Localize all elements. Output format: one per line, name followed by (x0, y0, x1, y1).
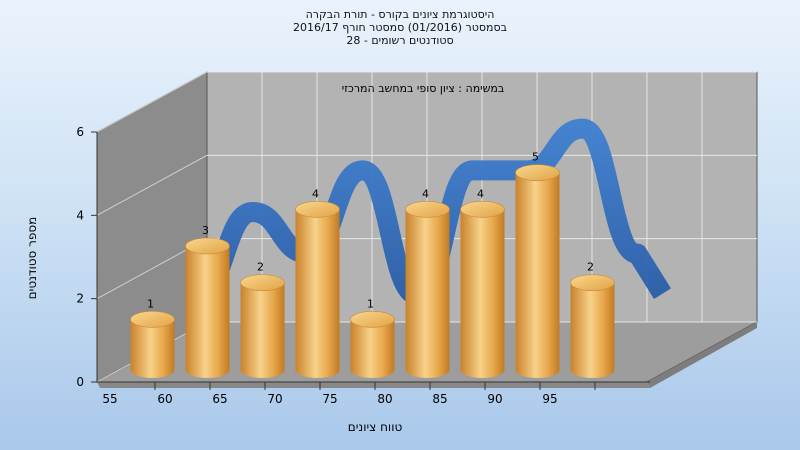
bar-top (515, 164, 560, 181)
bar (350, 311, 395, 378)
bar-value-label: 4 (312, 187, 319, 200)
chart-subtitle-registered: סטודנטים רשומים - 28 (346, 34, 454, 47)
bar-body (515, 172, 560, 378)
bar (515, 164, 560, 378)
x-tick-label: 80 (377, 392, 392, 406)
bar-top (295, 201, 340, 218)
floor-front-edge (97, 382, 650, 388)
chart-title-block: היסטוגרמת ציונים בקורס - תורת הבקרה בסמס… (200, 8, 600, 47)
bar-top (130, 311, 175, 328)
bar-body (405, 209, 450, 378)
bar (130, 311, 175, 378)
x-tick-label: 70 (267, 392, 282, 406)
bar-body (570, 282, 615, 378)
bar-value-label: 3 (202, 224, 209, 237)
y-tick-label: 2 (76, 292, 84, 306)
chart-subtitle-semester: בסמסטר (01/2016) סמסטר חורף 2016/17 (293, 21, 507, 34)
y-tick-label: 6 (76, 125, 84, 139)
bar-value-label: 2 (257, 261, 264, 274)
x-tick-label: 95 (542, 392, 557, 406)
bar-value-label: 4 (422, 187, 429, 200)
grid-line-left (96, 154, 208, 216)
x-tick-label: 65 (212, 392, 227, 406)
bar-top (570, 274, 615, 291)
grid-line-left (96, 71, 208, 133)
y-tick-label: 4 (76, 208, 84, 222)
x-tick-label: 55 (102, 392, 117, 406)
bars (130, 164, 615, 378)
bar-body (295, 209, 340, 378)
chart-title: היסטוגרמת ציונים בקורס - תורת הבקרה (305, 8, 495, 21)
bar (460, 201, 505, 378)
bar-top (405, 201, 450, 218)
bar-top (185, 237, 230, 255)
bar (185, 237, 230, 378)
y-tick-label: 0 (76, 375, 84, 389)
bar-value-label: 5 (532, 151, 539, 164)
x-tick-label: 60 (157, 392, 172, 406)
x-tick-label: 75 (322, 392, 337, 406)
floor-edge (647, 322, 757, 388)
data-labels: 1 3 2 4 1 4 4 5 2 (147, 151, 594, 311)
bar-body (460, 209, 505, 378)
bar-value-label: 4 (477, 187, 484, 200)
bar-value-label: 1 (367, 297, 374, 310)
bar-body (185, 246, 230, 378)
y-axis-title: מספר סטודנטים (25, 217, 39, 300)
bar-top (240, 274, 285, 291)
x-tick-label: 90 (487, 392, 502, 406)
bar (295, 201, 340, 378)
bar-value-label: 1 (147, 297, 154, 310)
bar (240, 274, 285, 378)
bar (570, 274, 615, 378)
axes: 0 2 4 6 55 60 65 70 75 80 85 90 95 (76, 125, 650, 406)
bar-top (350, 311, 395, 328)
x-tick-label: 85 (432, 392, 447, 406)
bar-value-label: 2 (587, 261, 594, 274)
bar (405, 201, 450, 378)
chart-annotation: במשימה : ציון סופי במחשב המרכזי (342, 82, 505, 95)
bar-body (240, 282, 285, 378)
bar-body (130, 319, 175, 378)
bar-body (350, 319, 395, 378)
x-axis-title: טווח ציונים (348, 420, 403, 434)
bar-top (460, 201, 505, 218)
